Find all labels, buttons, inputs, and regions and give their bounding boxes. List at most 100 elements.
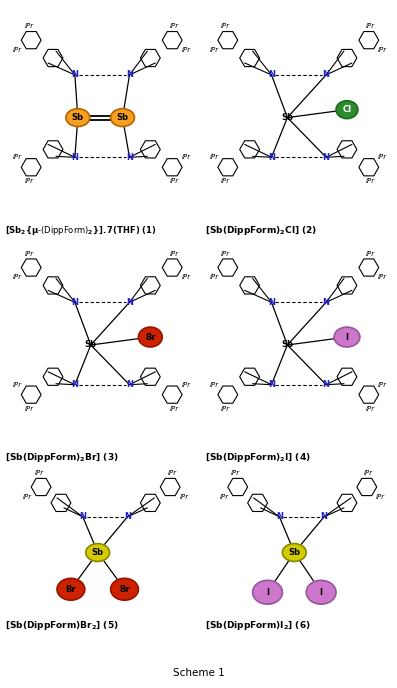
Polygon shape — [337, 368, 357, 385]
Polygon shape — [248, 494, 268, 511]
Polygon shape — [141, 368, 160, 385]
Text: iPr: iPr — [170, 23, 179, 29]
Text: iPr: iPr — [181, 275, 191, 281]
Text: iPr: iPr — [378, 275, 387, 281]
Polygon shape — [218, 259, 238, 276]
Text: N: N — [323, 298, 330, 307]
Polygon shape — [43, 277, 63, 294]
Text: $\mathbf{[Sb(DippForm)_2I]\ (4)}$: $\mathbf{[Sb(DippForm)_2I]\ (4)}$ — [205, 451, 311, 464]
Polygon shape — [141, 494, 160, 511]
Ellipse shape — [336, 100, 358, 118]
Text: I: I — [266, 588, 269, 596]
Polygon shape — [21, 159, 41, 176]
Polygon shape — [162, 259, 182, 276]
Text: iPr: iPr — [378, 382, 387, 388]
Text: Scheme 1: Scheme 1 — [173, 667, 224, 678]
Ellipse shape — [111, 109, 135, 127]
Polygon shape — [218, 159, 238, 176]
Text: N: N — [268, 70, 275, 79]
Ellipse shape — [252, 581, 282, 604]
Text: N: N — [268, 380, 275, 389]
Text: iPr: iPr — [221, 405, 230, 411]
Polygon shape — [357, 478, 377, 495]
Polygon shape — [21, 32, 41, 49]
Polygon shape — [43, 141, 63, 158]
Text: iPr: iPr — [170, 405, 179, 411]
Ellipse shape — [86, 544, 110, 561]
Text: Br: Br — [119, 585, 130, 594]
Polygon shape — [162, 159, 182, 176]
Polygon shape — [162, 32, 182, 49]
Text: Sb: Sb — [288, 548, 300, 557]
Polygon shape — [141, 277, 160, 294]
Text: iPr: iPr — [209, 275, 218, 281]
Text: N: N — [71, 380, 78, 389]
Text: $\mathbf{[Sb_2\{\mu\text{-(DippForm)}_2\}]}$$\mathbf{.7(THF)\ (1)}$: $\mathbf{[Sb_2\{\mu\text{-(DippForm)}_2\… — [6, 224, 157, 237]
Text: N: N — [126, 153, 133, 162]
Text: iPr: iPr — [25, 405, 34, 411]
Text: iPr: iPr — [366, 178, 375, 184]
Text: iPr: iPr — [366, 250, 375, 257]
Text: iPr: iPr — [209, 47, 218, 53]
Polygon shape — [43, 368, 63, 385]
Text: iPr: iPr — [13, 275, 22, 281]
Ellipse shape — [111, 579, 139, 600]
Polygon shape — [337, 494, 357, 511]
Text: N: N — [124, 513, 131, 522]
Text: iPr: iPr — [23, 494, 32, 500]
Text: iPr: iPr — [219, 494, 228, 500]
Text: iPr: iPr — [209, 154, 218, 160]
Text: iPr: iPr — [231, 470, 240, 476]
Text: I: I — [320, 588, 323, 596]
Text: Br: Br — [66, 585, 76, 594]
Text: I: I — [345, 332, 349, 341]
Text: N: N — [126, 298, 133, 307]
Ellipse shape — [282, 544, 306, 561]
Text: iPr: iPr — [179, 494, 189, 500]
Polygon shape — [51, 494, 71, 511]
Text: iPr: iPr — [13, 382, 22, 388]
Text: Sb: Sb — [72, 113, 84, 122]
Text: N: N — [323, 153, 330, 162]
Text: iPr: iPr — [170, 178, 179, 184]
Text: iPr: iPr — [221, 178, 230, 184]
Polygon shape — [141, 50, 160, 67]
Ellipse shape — [306, 581, 336, 604]
Text: iPr: iPr — [13, 154, 22, 160]
Text: iPr: iPr — [25, 250, 34, 257]
Text: N: N — [268, 153, 275, 162]
Ellipse shape — [66, 109, 90, 127]
Text: iPr: iPr — [170, 250, 179, 257]
Polygon shape — [162, 386, 182, 403]
Text: iPr: iPr — [221, 23, 230, 29]
Text: N: N — [323, 380, 330, 389]
Text: Sb: Sb — [281, 341, 293, 350]
Polygon shape — [141, 141, 160, 158]
Polygon shape — [218, 386, 238, 403]
Polygon shape — [240, 368, 260, 385]
Polygon shape — [240, 277, 260, 294]
Text: N: N — [321, 513, 328, 522]
Text: iPr: iPr — [168, 470, 177, 476]
Polygon shape — [359, 386, 379, 403]
Polygon shape — [240, 141, 260, 158]
Text: iPr: iPr — [364, 470, 373, 476]
Text: iPr: iPr — [25, 23, 34, 29]
Ellipse shape — [57, 579, 85, 600]
Polygon shape — [359, 32, 379, 49]
Text: $\mathbf{[Sb(DippForm)_2Cl]\ (2)}$: $\mathbf{[Sb(DippForm)_2Cl]\ (2)}$ — [205, 224, 317, 237]
Polygon shape — [31, 478, 51, 495]
Text: iPr: iPr — [25, 178, 34, 184]
Text: N: N — [79, 513, 86, 522]
Text: Cl: Cl — [342, 105, 351, 114]
Text: iPr: iPr — [378, 154, 387, 160]
Polygon shape — [43, 50, 63, 67]
Text: iPr: iPr — [181, 47, 191, 53]
Text: iPr: iPr — [366, 23, 375, 29]
Polygon shape — [337, 277, 357, 294]
Text: iPr: iPr — [366, 405, 375, 411]
Ellipse shape — [334, 327, 360, 347]
Text: iPr: iPr — [221, 250, 230, 257]
Text: iPr: iPr — [35, 470, 44, 476]
Text: iPr: iPr — [378, 47, 387, 53]
